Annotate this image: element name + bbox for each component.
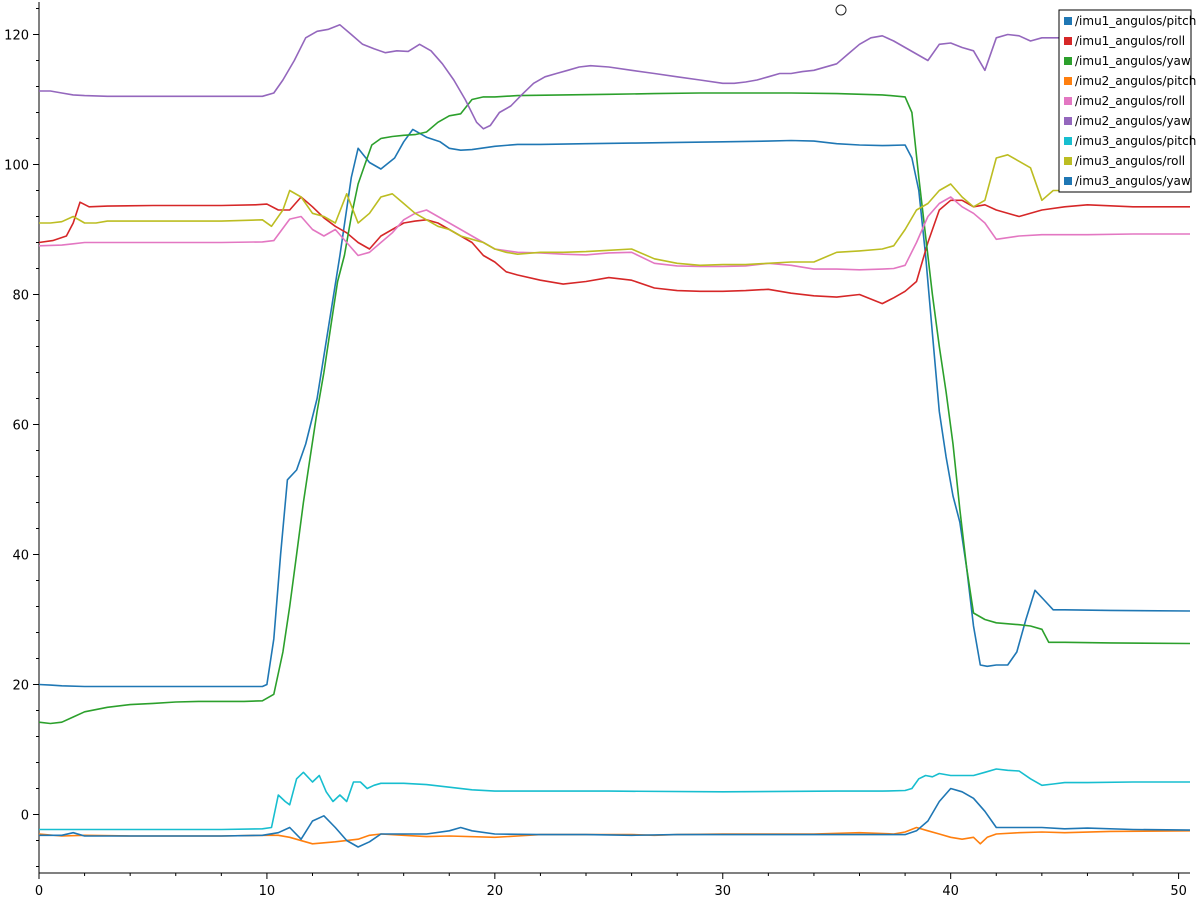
- series-line-imu2-angulos-roll: [38, 196, 1190, 271]
- series-layer: [38, 24, 1191, 848]
- legend-label[interactable]: /imu3_angulos/pitch: [1075, 134, 1196, 148]
- cursor-marker: [835, 4, 847, 16]
- series-line-imu1-angulos-pitch: [38, 128, 1191, 688]
- legend-swatch: [1064, 157, 1072, 165]
- axes: 0 20 40 60 80 100 120 0 10 20 30 40 50: [4, 2, 1190, 899]
- series-line-imu3-angulos-roll: [39, 154, 1191, 267]
- legend-swatch: [1064, 137, 1072, 145]
- series-line-imu1-angulos-roll: [38, 196, 1190, 305]
- legend-swatch: [1064, 77, 1072, 85]
- x-tick-label: 10: [259, 884, 276, 899]
- legend-swatch: [1064, 57, 1072, 65]
- y-tick-label: 0: [21, 809, 29, 824]
- legend-swatch: [1064, 177, 1072, 185]
- legend-label[interactable]: /imu3_angulos/roll: [1075, 154, 1185, 168]
- series-line-imu3-angulos-pitch: [39, 768, 1190, 831]
- legend[interactable]: /imu1_angulos/pitch/imu1_angulos/roll/im…: [1058, 9, 1196, 193]
- legend-swatch: [1064, 97, 1072, 105]
- legend-box: [1058, 9, 1192, 193]
- y-tick-label: 120: [4, 29, 29, 44]
- y-tick-label: 100: [4, 159, 29, 174]
- x-tick-label: 40: [942, 884, 959, 899]
- x-tick-label: 50: [1170, 884, 1187, 899]
- legend-label[interactable]: /imu3_angulos/yaw: [1075, 174, 1191, 188]
- y-tick-label: 80: [12, 289, 29, 304]
- y-tick-label: 20: [12, 679, 29, 694]
- series-line-imu3-angulos-yaw: [39, 787, 1191, 848]
- series-line-imu1-angulos-yaw: [38, 92, 1191, 725]
- legend-swatch: [1064, 37, 1072, 45]
- legend-label[interactable]: /imu1_angulos/pitch: [1075, 14, 1196, 28]
- legend-swatch: [1064, 117, 1072, 125]
- legend-swatch: [1064, 17, 1072, 25]
- legend-label[interactable]: /imu1_angulos/yaw: [1075, 54, 1191, 68]
- y-tick-label: 60: [12, 419, 29, 434]
- legend-label[interactable]: /imu2_angulos/yaw: [1075, 114, 1191, 128]
- series-line-imu2-angulos-yaw: [39, 24, 1190, 130]
- x-tick-label: 0: [35, 884, 43, 899]
- legend-label[interactable]: /imu1_angulos/roll: [1075, 34, 1185, 48]
- x-tick-label: 30: [714, 884, 731, 899]
- legend-label[interactable]: /imu2_angulos/roll: [1075, 94, 1185, 108]
- legend-label[interactable]: /imu2_angulos/pitch: [1075, 74, 1196, 88]
- y-tick-label: 40: [12, 549, 29, 564]
- x-tick-label: 20: [487, 884, 504, 899]
